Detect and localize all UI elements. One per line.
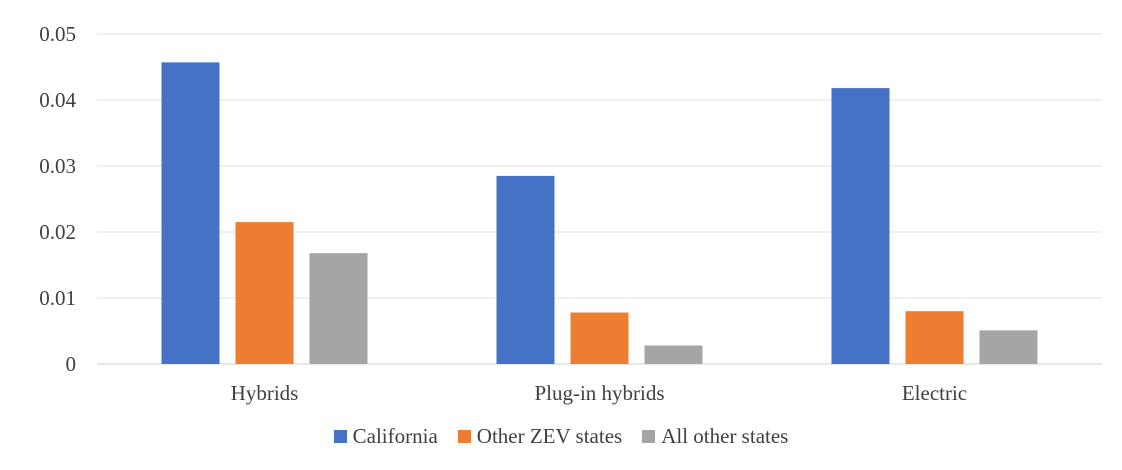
legend-swatch: [333, 430, 347, 443]
y-tick-label: 0.04: [39, 88, 76, 112]
y-tick-label: 0.01: [39, 286, 76, 310]
legend-swatch: [457, 430, 471, 443]
bar-all-other-states-plug-in-hybrids: [644, 345, 703, 364]
chart-plot-area: 0 0.01 0.02 0.03 0.04 0.05 Hybrids Plug-in hybr…: [39, 22, 1102, 405]
legend: California Other ZEV states All other stat…: [0, 424, 1122, 449]
x-tick-label: Plug-in hybrids: [534, 381, 664, 405]
y-tick-label: 0.03: [39, 154, 76, 178]
y-tick-label: 0.02: [39, 220, 76, 244]
bar-other-zev-states-plug-in-hybrids: [570, 312, 629, 364]
y-tick-label: 0: [66, 352, 77, 376]
x-tick-label: Hybrids: [231, 381, 299, 405]
legend-item: All other states: [642, 424, 788, 449]
legend-label: All other states: [661, 424, 789, 448]
legend-swatch: [642, 430, 656, 443]
bar-other-zev-states-hybrids: [235, 222, 294, 364]
y-tick-label: 0.05: [39, 22, 76, 46]
legend-label: Other ZEV states: [476, 424, 623, 448]
bar-california-hybrids: [161, 62, 220, 364]
legend-item: California: [333, 424, 438, 449]
bar-other-zev-states-electric: [905, 311, 964, 364]
bar-california-electric: [831, 88, 890, 365]
legend-item: Other ZEV states: [457, 424, 623, 449]
bar-all-other-states-electric: [979, 330, 1038, 364]
legend-label: California: [352, 424, 438, 448]
bar-all-other-states-hybrids: [309, 253, 368, 364]
x-tick-label: Electric: [902, 381, 967, 405]
bar-california-plug-in-hybrids: [496, 175, 555, 364]
